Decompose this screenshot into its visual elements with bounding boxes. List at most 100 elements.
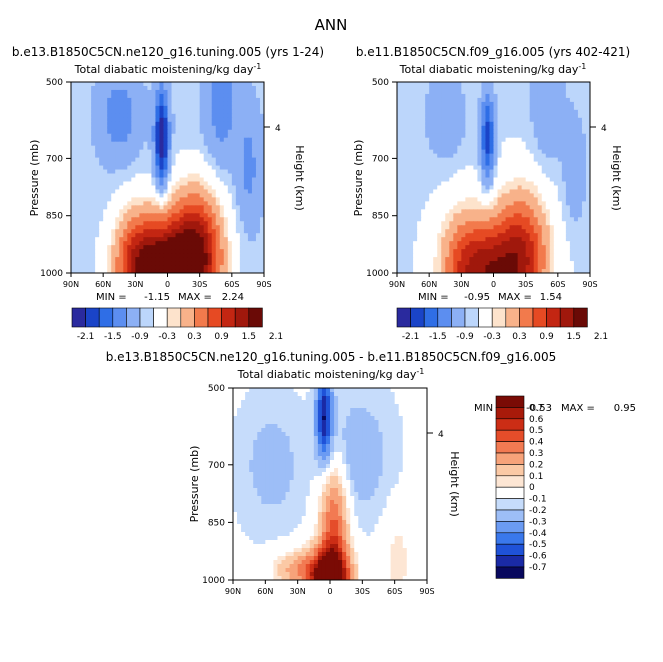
field-cell [561, 137, 567, 143]
field-cell [87, 257, 92, 262]
field-cell [191, 189, 197, 195]
field-cell [433, 233, 438, 238]
field-cell [421, 161, 426, 167]
field-cell [501, 89, 507, 95]
field-cell [557, 225, 563, 230]
field-cell [159, 249, 165, 254]
field-cell [215, 113, 221, 119]
field-cell [127, 113, 132, 119]
field-cell [219, 241, 225, 246]
field-cell [215, 181, 221, 187]
field-cell [545, 85, 551, 91]
field-cell [545, 269, 551, 273]
field-cell [569, 85, 575, 91]
x-tick-label: 30S [518, 280, 533, 289]
field-cell [565, 117, 571, 123]
field-cell [533, 169, 539, 175]
field-cell [195, 241, 201, 246]
field-cell [545, 113, 551, 119]
field-cell [163, 181, 169, 187]
field-cell [581, 173, 587, 179]
field-cell [397, 121, 402, 127]
field-cell [417, 253, 422, 258]
field-cell [397, 117, 402, 123]
field-cell [79, 149, 84, 155]
field-cell [171, 149, 177, 155]
field-cell [509, 209, 515, 214]
field-cell [243, 197, 249, 202]
field-cell [151, 245, 157, 250]
field-cell [441, 93, 446, 99]
field-cell [529, 221, 535, 226]
field-cell [517, 133, 523, 139]
field-cell [429, 137, 434, 143]
field-cell [227, 133, 233, 139]
field-cell [167, 113, 173, 119]
field-cell [521, 117, 527, 123]
field-cell [91, 257, 96, 262]
field-cell [477, 97, 483, 103]
field-cell [151, 221, 157, 226]
field-cell [223, 157, 229, 163]
field-cell [139, 113, 144, 119]
field-cell [481, 185, 487, 191]
field-cell [123, 249, 128, 254]
field-cell [529, 201, 535, 206]
field-cell [541, 233, 547, 238]
field-cell [489, 133, 495, 139]
field-cell [421, 197, 426, 202]
field-cell [215, 233, 221, 238]
field-cell [581, 161, 587, 167]
field-cell [413, 82, 418, 87]
field-cell [75, 201, 80, 206]
field-cell [497, 89, 503, 95]
field-cell [289, 392, 295, 397]
field-cell [325, 392, 331, 397]
field-cell [581, 233, 587, 238]
colorbar-swatch [166, 307, 182, 328]
field-cell [501, 101, 507, 107]
field-cell [509, 133, 515, 139]
field-cell [413, 145, 418, 151]
field-cell [215, 137, 221, 143]
field-cell [87, 157, 92, 163]
field-cell [469, 241, 474, 246]
field-cell [577, 253, 583, 258]
field-cell [143, 245, 148, 250]
field-cell [409, 133, 414, 139]
field-cell [131, 229, 136, 234]
field-cell [569, 241, 575, 246]
field-cell [533, 221, 539, 226]
field-cell [171, 105, 177, 111]
field-cell [235, 157, 241, 163]
field-cell [481, 85, 487, 91]
field-cell [489, 253, 495, 258]
field-cell [139, 241, 144, 246]
field-cell [119, 257, 124, 262]
field-cell [111, 261, 116, 266]
field-cell [401, 85, 406, 91]
field-cell [509, 117, 515, 123]
field-cell [417, 181, 422, 187]
field-cell [433, 117, 438, 123]
field-cell [581, 185, 587, 191]
field-cell [569, 193, 575, 198]
field-cell [485, 237, 491, 242]
field-cell [577, 213, 583, 218]
field-cell [195, 82, 201, 87]
field-cell [227, 265, 233, 270]
field-cell [99, 145, 104, 151]
field-cell [545, 221, 551, 226]
field-cell [261, 408, 266, 413]
field-cell [577, 193, 583, 198]
field-cell [421, 221, 426, 226]
field-cell [549, 113, 555, 119]
field-cell [517, 125, 523, 131]
field-cell [131, 269, 136, 273]
field-cell [199, 253, 205, 258]
field-cell [87, 82, 92, 87]
field-cell [183, 133, 189, 139]
field-cell [433, 249, 438, 254]
field-cell [103, 141, 108, 147]
